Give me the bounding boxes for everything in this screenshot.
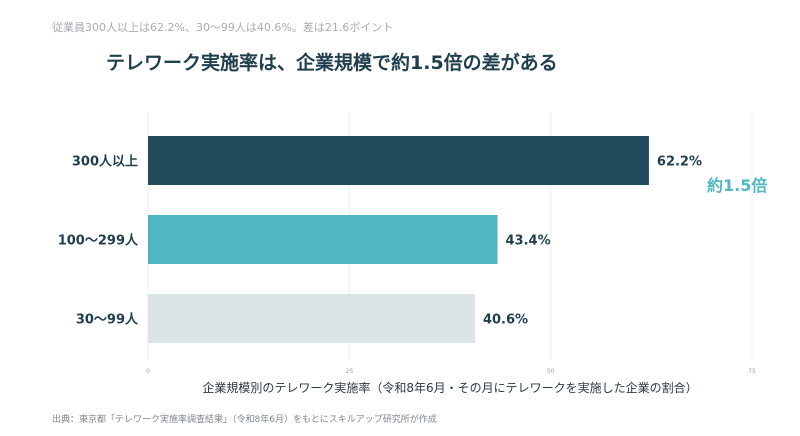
data-label: 62.2% [657, 155, 702, 170]
x-tick-label: 0 [146, 368, 150, 375]
x-tick-label: 50 [547, 368, 555, 375]
category-label: 300人以上 [72, 154, 138, 170]
ratio-annotation: 約1.5倍 [707, 176, 767, 195]
bar [148, 136, 649, 185]
bar [148, 294, 475, 343]
bar [148, 215, 498, 264]
category-label: 30〜99人 [76, 312, 139, 328]
x-tick-label: 25 [346, 368, 354, 375]
category-label: 100〜299人 [58, 233, 139, 249]
chart-title: テレワーク実施率は、企業規模で約1.5倍の差がある [106, 52, 558, 74]
x-axis-label: 企業規模別のテレワーク実施率（令和8年6月・その月にテレワークを実施した企業の割… [202, 381, 698, 395]
source-note: 出典：東京都「テレワーク実施率調査結果」（令和8年6月）をもとにスキルアップ研究… [52, 415, 437, 425]
data-label: 40.6% [483, 313, 528, 328]
chart-subtitle: 従業員300人以上は62.2%、30〜99人は40.6%。差は21.6ポイント [52, 21, 394, 34]
data-label: 43.4% [506, 234, 551, 249]
x-tick-label: 75 [748, 368, 756, 375]
